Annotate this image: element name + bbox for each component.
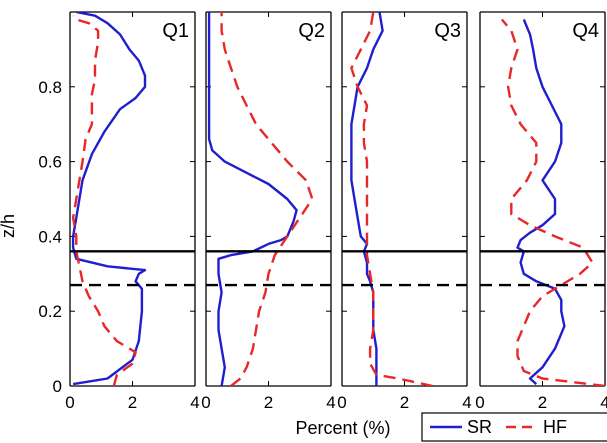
panel-q3: 0 2 4 Q3 bbox=[337, 11, 472, 412]
x-tick-label: 0 bbox=[475, 393, 484, 412]
panel-frame bbox=[69, 11, 196, 387]
y-tick-label: 0 bbox=[53, 377, 62, 396]
panel-title: Q3 bbox=[434, 20, 461, 42]
series-hf-line bbox=[220, 12, 314, 386]
y-tick-label: 0.6 bbox=[38, 153, 62, 172]
x-tick-label: 2 bbox=[128, 393, 137, 412]
panel-q4: 0 2 4 Q4 bbox=[475, 11, 607, 412]
series-sr-line bbox=[71, 12, 147, 386]
x-tick-label: 4 bbox=[326, 393, 335, 412]
legend-label-sr: SR bbox=[467, 417, 492, 437]
y-tick-label: 0.2 bbox=[38, 302, 62, 321]
panel-frame bbox=[205, 11, 332, 387]
y-tick-label: 0.4 bbox=[38, 227, 62, 246]
y-axis-label: z/h bbox=[0, 214, 18, 238]
panel-q1: 0 2 4 Q1 bbox=[65, 11, 200, 412]
y-axis: 0 0.2 0.4 0.6 0.8 bbox=[38, 78, 62, 396]
series-sr-line bbox=[516, 19, 566, 385]
series-hf-line bbox=[500, 18, 605, 386]
panel-q2: 0 2 4 Q2 bbox=[201, 11, 336, 412]
x-tick-label: 2 bbox=[264, 393, 273, 412]
x-axis-label: Percent (%) bbox=[295, 418, 390, 438]
panel-curves bbox=[207, 12, 314, 386]
y-tick-label: 0.8 bbox=[38, 78, 62, 97]
x-tick-label: 4 bbox=[190, 393, 199, 412]
panel-curves bbox=[71, 12, 147, 386]
panel-title: Q4 bbox=[572, 20, 599, 42]
panel-title: Q2 bbox=[298, 20, 325, 42]
x-tick-label: 4 bbox=[600, 393, 607, 412]
x-tick-label: 0 bbox=[337, 393, 346, 412]
legend-label-hf: HF bbox=[543, 417, 567, 437]
panels-layer: 0 2 4 Q1 0 2 4 Q2 0 2 4 Q3 0 2 4 Q4 bbox=[65, 11, 607, 412]
series-hf-line bbox=[350, 12, 433, 386]
x-tick-label: 4 bbox=[462, 393, 471, 412]
panel-frame bbox=[341, 11, 468, 387]
series-sr-line bbox=[207, 12, 298, 386]
legend: SR HF bbox=[421, 412, 607, 442]
panel-curves bbox=[350, 12, 433, 386]
panel-frame bbox=[479, 11, 606, 387]
x-tick-label: 0 bbox=[201, 393, 210, 412]
x-tick-label: 0 bbox=[65, 393, 74, 412]
panel-curves bbox=[500, 18, 605, 386]
x-tick-label: 2 bbox=[538, 393, 547, 412]
panel-title: Q1 bbox=[162, 20, 189, 42]
x-tick-label: 2 bbox=[400, 393, 409, 412]
series-hf-line bbox=[71, 14, 137, 386]
